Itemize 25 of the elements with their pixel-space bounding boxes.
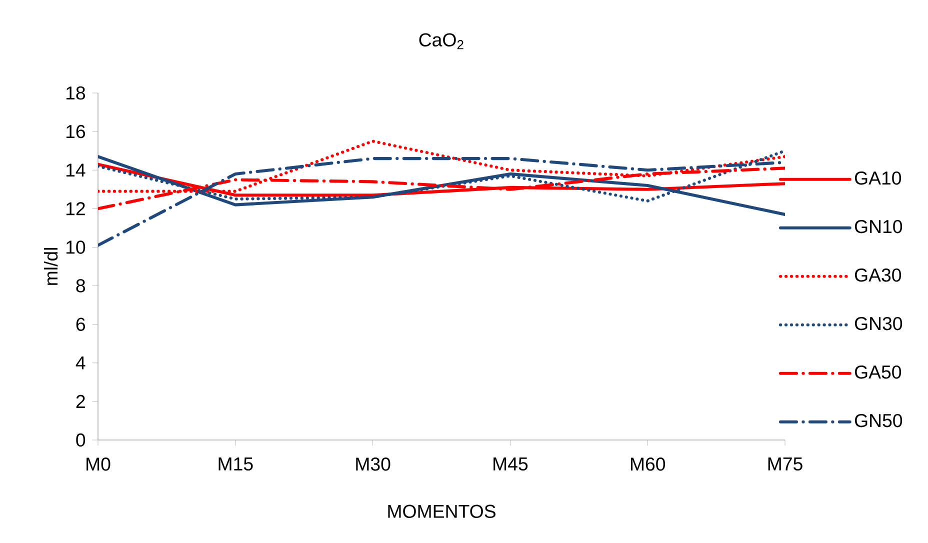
y-axis-title: ml/dl [44,248,58,285]
y-tick-label: 18 [66,86,86,100]
y-tick-label: 2 [76,394,85,408]
x-tick-label: M60 [630,458,666,471]
legend-label: GN50 [854,414,902,428]
legend-label: GN10 [854,220,902,234]
y-tick-label: 4 [76,356,86,370]
y-tick-label: 14 [66,164,86,177]
y-tick-label: 6 [76,318,85,331]
x-tick-label: M75 [768,458,802,471]
x-tick-label: M15 [218,458,253,471]
x-tick-label: M0 [86,458,110,471]
legend-label: GN30 [854,316,902,330]
legend-label: GA10 [854,171,902,185]
x-tick-label: M30 [356,458,390,471]
y-tick-label: 16 [66,124,85,138]
y-tick-label: 0 [76,433,86,447]
legend-label: GA30 [854,268,902,282]
y-tick-label: 10 [66,240,86,254]
chart-title: CaO$_{2}$ [419,33,464,50]
y-tick-label: 8 [76,279,86,292]
x-axis-title: MOMENTOS [388,504,496,518]
x-tick-label: M45 [494,458,528,471]
y-tick-label: 12 [66,202,85,216]
legend-label: GA50 [854,365,902,379]
